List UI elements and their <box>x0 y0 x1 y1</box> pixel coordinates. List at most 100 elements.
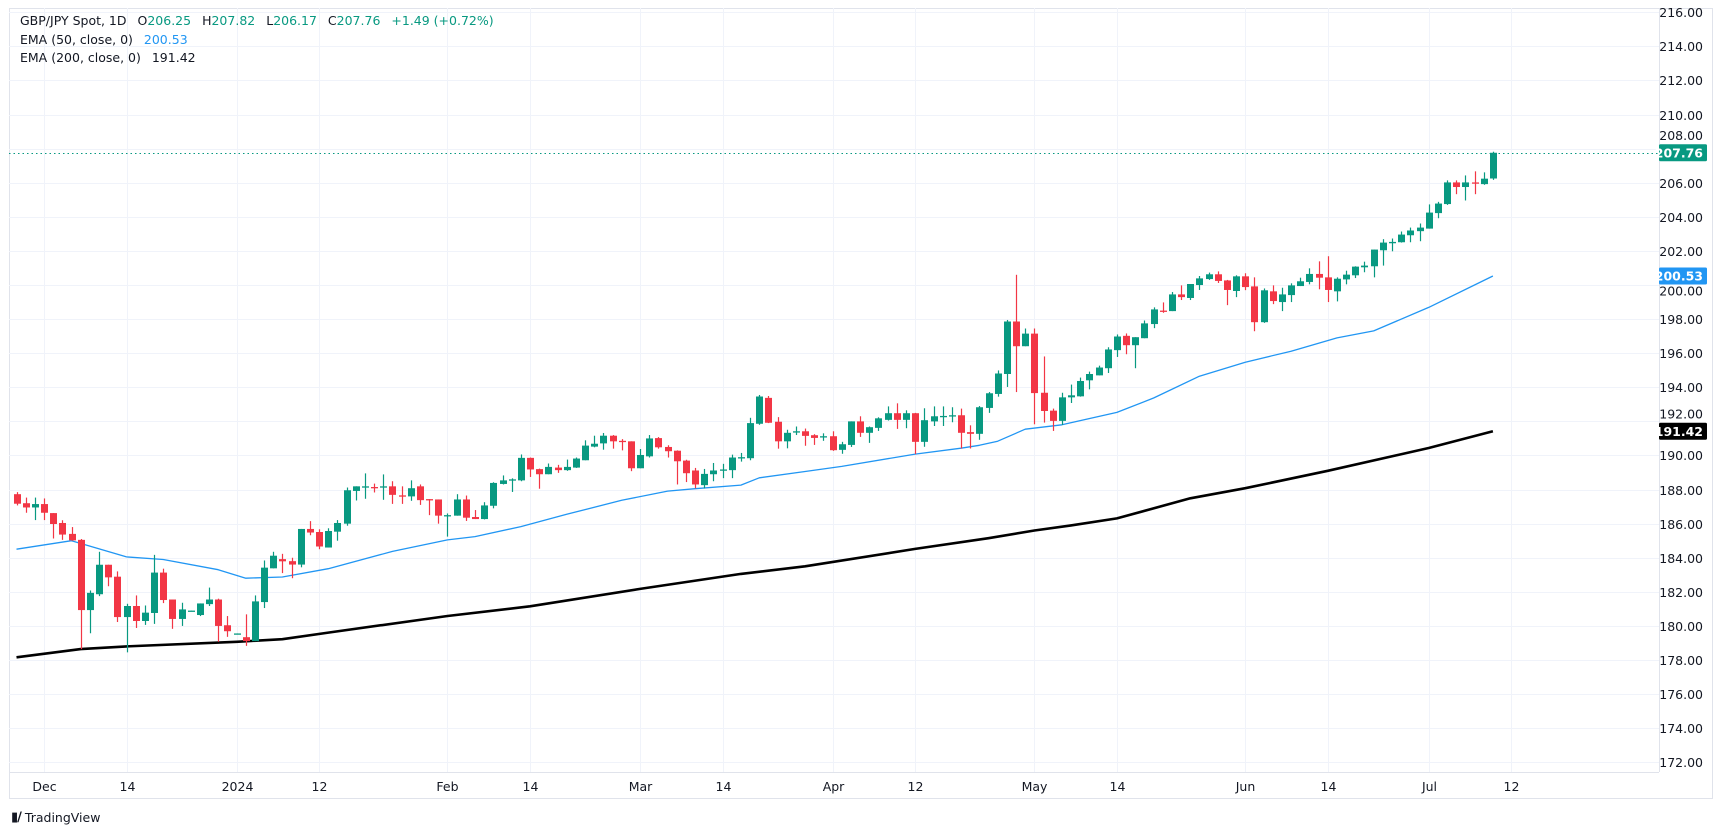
candle[interactable] <box>655 437 662 449</box>
candle[interactable] <box>1380 239 1387 266</box>
candle[interactable] <box>912 412 919 455</box>
candle[interactable] <box>866 426 873 443</box>
candle[interactable] <box>857 416 864 437</box>
candle[interactable] <box>114 571 121 623</box>
candle[interactable] <box>1462 175 1469 201</box>
candle[interactable] <box>389 481 396 504</box>
candle[interactable] <box>646 435 653 458</box>
candle[interactable] <box>1215 271 1222 283</box>
candle[interactable] <box>1361 261 1368 273</box>
candle[interactable] <box>527 457 534 477</box>
candle[interactable] <box>1105 347 1112 373</box>
candle[interactable] <box>206 587 213 606</box>
candle[interactable] <box>224 616 231 637</box>
candle[interactable] <box>78 539 85 650</box>
candle[interactable] <box>472 510 479 520</box>
candle[interactable] <box>1352 266 1359 279</box>
candle[interactable] <box>307 521 314 536</box>
candle[interactable] <box>1398 231 1405 243</box>
candle[interactable] <box>371 483 378 493</box>
candle[interactable] <box>986 392 993 413</box>
candle[interactable] <box>756 394 763 425</box>
candle[interactable] <box>765 395 772 424</box>
candle[interactable] <box>967 425 974 449</box>
candle[interactable] <box>949 407 956 423</box>
candle[interactable] <box>921 408 928 447</box>
candle[interactable] <box>1279 287 1286 312</box>
candle[interactable] <box>96 551 103 597</box>
candle[interactable] <box>1316 261 1323 290</box>
candle[interactable] <box>591 435 598 448</box>
candle[interactable] <box>1031 328 1038 425</box>
candle[interactable] <box>1096 365 1103 376</box>
price-axis[interactable]: 172.00 174.00 176.00 178.00 180.00 182.00 184.… <box>1659 5 1703 770</box>
tradingview-branding[interactable]: ▮∕ TradingView <box>11 810 100 825</box>
candle[interactable] <box>353 486 360 501</box>
candle[interactable] <box>976 406 983 440</box>
candle[interactable] <box>1481 172 1488 185</box>
candle[interactable] <box>1224 279 1231 306</box>
candle[interactable] <box>1169 292 1176 312</box>
candle[interactable] <box>1187 284 1194 301</box>
candle[interactable] <box>1389 238 1396 252</box>
candle[interactable] <box>1013 274 1020 393</box>
candle[interactable] <box>555 464 562 473</box>
candle[interactable] <box>1196 275 1203 290</box>
legend-ema200-row[interactable]: EMA (200, close, 0) 191.42 <box>20 49 494 68</box>
candle[interactable] <box>169 599 176 629</box>
candle[interactable] <box>802 428 809 446</box>
candle[interactable] <box>692 467 699 489</box>
candle[interactable] <box>600 432 607 450</box>
candle[interactable] <box>1206 272 1213 280</box>
candle[interactable] <box>1407 227 1414 243</box>
candle[interactable] <box>399 486 406 504</box>
candle[interactable] <box>14 492 21 506</box>
candle[interactable] <box>1141 320 1148 339</box>
candle[interactable] <box>1233 275 1240 298</box>
candle[interactable] <box>50 513 57 539</box>
candle[interactable] <box>179 602 186 626</box>
candle[interactable] <box>234 633 241 635</box>
candle[interactable] <box>509 478 516 492</box>
candle[interactable] <box>87 590 94 634</box>
candle[interactable] <box>1132 337 1139 369</box>
candle[interactable] <box>1004 319 1011 387</box>
candle[interactable] <box>1050 408 1057 431</box>
candle[interactable] <box>958 408 965 449</box>
candle[interactable] <box>940 406 947 426</box>
candle[interactable] <box>1325 256 1332 303</box>
candle[interactable] <box>1490 151 1497 180</box>
candle[interactable] <box>885 406 892 421</box>
candle[interactable] <box>1251 277 1258 332</box>
candle[interactable] <box>894 403 901 429</box>
candle[interactable] <box>1114 334 1121 357</box>
candle[interactable] <box>215 598 222 642</box>
candle[interactable] <box>69 527 76 541</box>
candle[interactable] <box>710 462 717 482</box>
candle[interactable] <box>1306 268 1313 285</box>
candle[interactable] <box>610 435 617 449</box>
candle[interactable] <box>683 459 690 483</box>
candle[interactable] <box>197 603 204 617</box>
candle[interactable] <box>454 494 461 516</box>
candle[interactable] <box>289 557 296 579</box>
symbol-title[interactable]: GBP/JPY Spot, 1D <box>20 13 127 28</box>
candle[interactable] <box>362 473 369 499</box>
candle[interactable] <box>839 441 846 454</box>
candle[interactable] <box>426 499 433 516</box>
candle[interactable] <box>1444 180 1451 205</box>
candle[interactable] <box>23 497 30 513</box>
candle[interactable] <box>279 553 286 574</box>
candle[interactable] <box>32 497 39 521</box>
candle[interactable] <box>518 454 525 482</box>
candle[interactable] <box>1041 356 1048 423</box>
candle[interactable] <box>435 499 442 524</box>
candle[interactable] <box>334 520 341 541</box>
candle[interactable] <box>1453 180 1460 195</box>
candle[interactable] <box>665 445 672 458</box>
candle[interactable] <box>564 459 571 471</box>
candle[interactable] <box>536 468 543 489</box>
candle[interactable] <box>793 426 800 436</box>
candle[interactable] <box>1242 273 1249 291</box>
